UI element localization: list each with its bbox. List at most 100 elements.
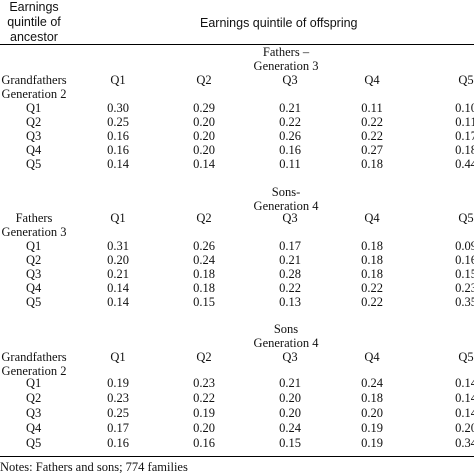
table-cell: 0.14 <box>455 406 474 420</box>
table-cell: 0.20 <box>193 115 215 129</box>
table-cell: 0.20 <box>193 129 215 143</box>
table-cell: 0.17 <box>455 129 474 143</box>
panel-title-line: Sons <box>273 322 299 336</box>
table-cell: 0.20 <box>193 143 215 157</box>
panel-title-line: Generation 4 <box>253 199 319 213</box>
table-cell: 0.22 <box>193 391 215 405</box>
table-cell: 0.18 <box>193 281 215 295</box>
column-header: Q5 <box>458 350 474 364</box>
table-cell: 0.22 <box>361 129 383 143</box>
row-label: Q2 <box>26 391 42 405</box>
table-cell: 0.20 <box>107 253 129 267</box>
table-cell: 0.34 <box>455 436 474 450</box>
column-header: Q2 <box>196 73 212 87</box>
ancestor-header: Earnings quintile of ancestor <box>0 0 68 45</box>
panel-title: Sons- Generation 4 <box>216 185 356 213</box>
column-header: Q4 <box>364 73 380 87</box>
table-cell: 0.14 <box>107 281 129 295</box>
column-header: Q4 <box>364 350 380 364</box>
table-cell: 0.14 <box>193 157 215 171</box>
table-cell: 0.15 <box>279 436 301 450</box>
panel-row-header: Fathers Generation 3 <box>0 211 68 239</box>
row-header-line: Generation 2 <box>1 87 67 101</box>
column-header: Q2 <box>196 211 212 225</box>
column-header: Q3 <box>282 350 298 364</box>
table-cell: 0.18 <box>193 267 215 281</box>
table-cell: 0.16 <box>193 436 215 450</box>
table-cell: 0.14 <box>107 157 129 171</box>
offspring-header: Earnings quintile of offspring <box>200 16 358 30</box>
table-cell: 0.18 <box>455 143 474 157</box>
column-header: Q1 <box>110 73 126 87</box>
table-cell: 0.24 <box>279 421 301 435</box>
table-cell: 0.13 <box>279 295 301 309</box>
row-label: Q4 <box>26 421 42 435</box>
table-cell: 0.19 <box>107 376 129 390</box>
table-cell: 0.18 <box>361 391 383 405</box>
panel-title: Fathers – Generation 3 <box>216 45 356 73</box>
header-rule <box>0 44 474 45</box>
table-cell: 0.16 <box>107 143 129 157</box>
table-cell: 0.22 <box>361 295 383 309</box>
table-cell: 0.29 <box>193 101 215 115</box>
column-header: Q3 <box>282 73 298 87</box>
table-cell: 0.10 <box>455 101 474 115</box>
table-cell: 0.15 <box>455 267 474 281</box>
table-cell: 0.21 <box>107 267 129 281</box>
row-label: Q5 <box>26 157 42 171</box>
table-cell: 0.24 <box>361 376 383 390</box>
table-cell: 0.19 <box>361 421 383 435</box>
row-header-line: Grandfathers <box>1 350 67 364</box>
panel-title-line: Fathers – <box>262 45 310 59</box>
table-cell: 0.16 <box>107 129 129 143</box>
table-cell: 0.26 <box>193 239 215 253</box>
column-header: Q5 <box>458 73 474 87</box>
row-label: Q2 <box>26 253 42 267</box>
ancestor-header-line: Earnings <box>9 0 59 14</box>
table-cell: 0.24 <box>193 253 215 267</box>
table-cell: 0.17 <box>279 239 301 253</box>
column-header: Q1 <box>110 211 126 225</box>
column-header: Q2 <box>196 350 212 364</box>
panel-title: Sons Generation 4 <box>216 322 356 350</box>
panel-title-line: Generation 4 <box>253 336 319 350</box>
panel-row-header: Grandfathers Generation 2 <box>0 350 68 378</box>
row-label: Q3 <box>26 406 42 420</box>
table-cell: 0.18 <box>361 239 383 253</box>
column-header: Q4 <box>364 211 380 225</box>
table-cell: 0.25 <box>107 406 129 420</box>
ancestor-header-line: ancestor <box>10 30 58 44</box>
row-header-line: Generation 3 <box>1 225 67 239</box>
table-cell: 0.23 <box>107 391 129 405</box>
table-cell: 0.27 <box>361 143 383 157</box>
row-label: Q1 <box>26 101 42 115</box>
table-cell: 0.19 <box>193 406 215 420</box>
bottom-rule <box>0 456 474 457</box>
table-cell: 0.21 <box>279 101 301 115</box>
row-label: Q1 <box>26 239 42 253</box>
table-cell: 0.16 <box>279 143 301 157</box>
table-cell: 0.16 <box>107 436 129 450</box>
ancestor-header-line: quintile of <box>7 15 61 29</box>
table-notes: Notes: Fathers and sons; 774 families <box>0 460 188 474</box>
row-header-line: Generation 2 <box>1 364 67 378</box>
table-cell: 0.09 <box>455 239 474 253</box>
table-cell: 0.25 <box>107 115 129 129</box>
table-cell: 0.11 <box>361 101 383 115</box>
table-cell: 0.22 <box>279 115 301 129</box>
table-cell: 0.14 <box>455 391 474 405</box>
column-header: Q1 <box>110 350 126 364</box>
row-header-line: Fathers <box>15 211 53 225</box>
table-cell: 0.15 <box>193 295 215 309</box>
table-cell: 0.17 <box>107 421 129 435</box>
table-cell: 0.21 <box>279 253 301 267</box>
panel-title-line: Sons- <box>271 185 301 199</box>
table-cell: 0.22 <box>361 115 383 129</box>
table-cell: 0.22 <box>361 281 383 295</box>
table-cell: 0.19 <box>361 436 383 450</box>
table-cell: 0.11 <box>455 115 474 129</box>
panel-row-header: Grandfathers Generation 2 <box>0 73 68 101</box>
table-cell: 0.20 <box>279 391 301 405</box>
table-cell: 0.18 <box>361 157 383 171</box>
